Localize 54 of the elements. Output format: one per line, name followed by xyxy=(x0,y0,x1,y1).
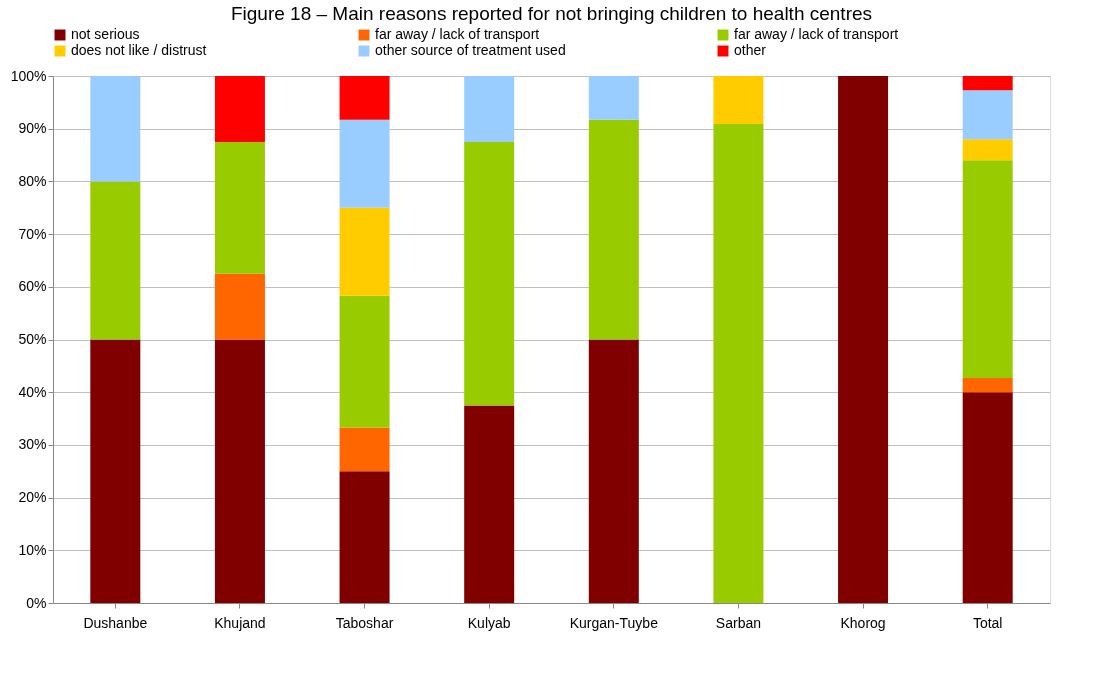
y-tick-label: 90% xyxy=(18,120,47,137)
bar xyxy=(838,76,889,603)
y-tick-label: 70% xyxy=(18,225,47,242)
bar xyxy=(90,76,141,182)
bar xyxy=(214,339,265,603)
y-tick-label: 80% xyxy=(18,172,47,189)
bar xyxy=(214,76,265,142)
y-tick-label: 100% xyxy=(10,67,47,84)
x-tick-label: Taboshar xyxy=(335,614,394,631)
bar xyxy=(339,207,390,296)
y-tick-label: 60% xyxy=(18,278,47,295)
y-tick-label: 0% xyxy=(26,594,47,611)
bar xyxy=(464,76,515,142)
bar xyxy=(962,377,1013,393)
bar xyxy=(962,392,1013,603)
y-tick-label: 50% xyxy=(18,331,47,347)
x-tick-label: Kurgan-Tuybe xyxy=(569,614,659,631)
y-tick-label: 20% xyxy=(18,489,47,506)
bar xyxy=(588,76,639,120)
legend-label: far away / lack of transport xyxy=(375,26,540,42)
bar xyxy=(90,181,141,340)
bar xyxy=(588,339,639,603)
x-tick-label: Dushanbe xyxy=(83,614,148,631)
x-tick-label: Sarban xyxy=(715,614,762,631)
x-tick-label: Khujand xyxy=(214,614,266,631)
legend-label: does not like / distrust xyxy=(71,42,207,58)
x-tick-label: Total xyxy=(972,614,1003,631)
bar xyxy=(962,160,1013,378)
legend-label: other xyxy=(734,42,767,58)
x-tick-label: Khorog xyxy=(840,614,886,631)
bar xyxy=(962,90,1013,140)
legend-label: far away / lack of transport xyxy=(734,26,899,42)
bar xyxy=(339,119,390,208)
legend-label: other source of treatment used xyxy=(375,42,566,58)
bar xyxy=(214,273,265,340)
bar xyxy=(339,471,390,603)
legend-label: not serious xyxy=(71,26,140,42)
y-tick-label: 10% xyxy=(18,541,47,558)
bar xyxy=(214,141,265,274)
bar xyxy=(962,139,1013,161)
bar xyxy=(713,123,764,603)
bar xyxy=(90,339,141,603)
bar xyxy=(464,405,515,603)
bar xyxy=(713,76,764,124)
chart-title: Figure 18 – Main reasons reported for not bringing children to health centres xyxy=(230,3,873,24)
y-tick-label: 30% xyxy=(18,436,47,453)
bar xyxy=(339,295,390,428)
bar xyxy=(464,141,515,406)
x-tick-label: Kulyab xyxy=(467,614,511,631)
bar xyxy=(339,427,390,472)
bar xyxy=(339,76,390,120)
bar xyxy=(962,76,1013,91)
y-tick-label: 40% xyxy=(18,383,47,400)
bar xyxy=(588,119,639,340)
